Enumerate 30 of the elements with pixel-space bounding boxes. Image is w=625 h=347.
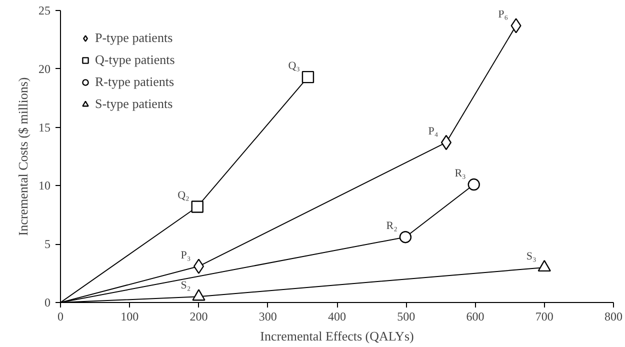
x-axis-title: Incremental Effects (QALYs): [260, 328, 414, 344]
y-tick-label: 5: [44, 237, 50, 252]
annotation: P₆: [498, 8, 508, 21]
x-tick-label: 500: [397, 310, 416, 324]
y-axis-title: Incremental Costs ($ millions): [16, 77, 30, 236]
annotation: Q₂: [178, 190, 190, 202]
legend-label: S-type patients: [95, 96, 173, 112]
annotation: R₂: [386, 220, 398, 232]
x-tick-label: 200: [190, 310, 208, 324]
legend-label: Q-type patients: [95, 52, 175, 68]
x-tick-label: 700: [535, 310, 554, 324]
x-tick-label: 0: [58, 310, 64, 324]
annotation: R₃: [454, 168, 466, 180]
annotation: P₃: [180, 249, 191, 262]
y-tick-label: 15: [38, 120, 50, 134]
annotation: Q₃: [288, 60, 300, 72]
x-tick-label: 600: [466, 310, 484, 324]
annotation: S₃: [526, 250, 537, 262]
y-tick-label: 0: [44, 296, 50, 310]
annotation: P₄: [428, 125, 438, 138]
x-tick-label: 100: [120, 310, 139, 324]
y-tick-label: 10: [38, 178, 50, 193]
legend-label: R-type patients: [95, 74, 174, 90]
x-tick-label: 400: [328, 310, 346, 324]
x-tick-label: 800: [604, 310, 622, 324]
y-tick-label: 25: [38, 4, 50, 18]
y-tick-label: 20: [38, 62, 50, 76]
legend-label: P-type patients: [95, 30, 173, 46]
x-tick-label: 300: [258, 310, 277, 324]
annotation: S₂: [180, 280, 191, 292]
